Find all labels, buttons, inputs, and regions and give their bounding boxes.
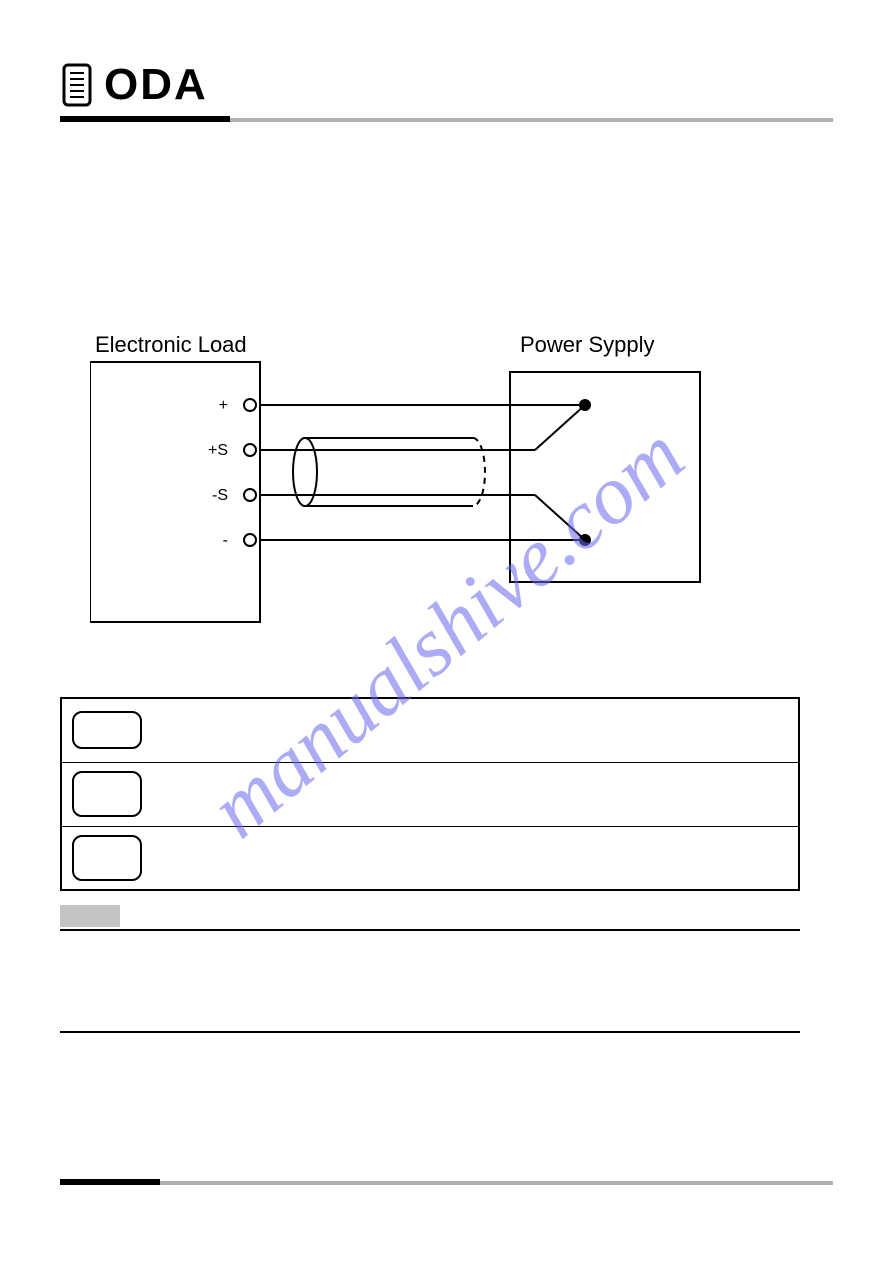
table-row [61, 826, 799, 890]
button-table [60, 697, 800, 891]
left-box-label: Electronic Load [95, 332, 247, 357]
footer-rule-light [160, 1181, 833, 1185]
svg-text:+S: +S [208, 442, 228, 459]
table-row [61, 698, 799, 762]
button-2[interactable] [72, 771, 142, 817]
svg-text:-S: -S [212, 487, 228, 504]
left-box [90, 362, 260, 622]
terminal-minus: - [223, 532, 585, 549]
page-content: ODA Electronic Load Power Sypply + +S [60, 60, 833, 1033]
junction-bottom [579, 534, 591, 546]
row-content [152, 698, 799, 762]
right-box-label: Power Sypply [520, 332, 655, 357]
logo-row: ODA [60, 60, 833, 110]
terminal-plus-s: +S [208, 405, 585, 459]
svg-text:+: + [219, 397, 228, 414]
header-rule-light [230, 118, 833, 122]
footer-rule-dark [60, 1179, 160, 1185]
wiring-diagram-svg: Electronic Load Power Sypply + +S -S [90, 332, 720, 632]
wiring-diagram: Electronic Load Power Sypply + +S -S [90, 332, 833, 637]
right-box [510, 372, 700, 582]
table-row [61, 762, 799, 826]
header-rule-dark [60, 116, 230, 122]
grey-block [60, 905, 120, 927]
button-1[interactable] [72, 711, 142, 749]
section-rule-2 [60, 1031, 800, 1033]
row-content [152, 762, 799, 826]
section-rule-1 [60, 929, 800, 931]
terminal-minus-s: -S [212, 487, 585, 540]
junction-top [579, 399, 591, 411]
terminal-plus: + [219, 397, 585, 414]
svg-text:-: - [223, 532, 228, 549]
button-3[interactable] [72, 835, 142, 881]
row-content [152, 826, 799, 890]
logo-text: ODA [104, 60, 208, 110]
logo-device-icon [60, 63, 96, 107]
